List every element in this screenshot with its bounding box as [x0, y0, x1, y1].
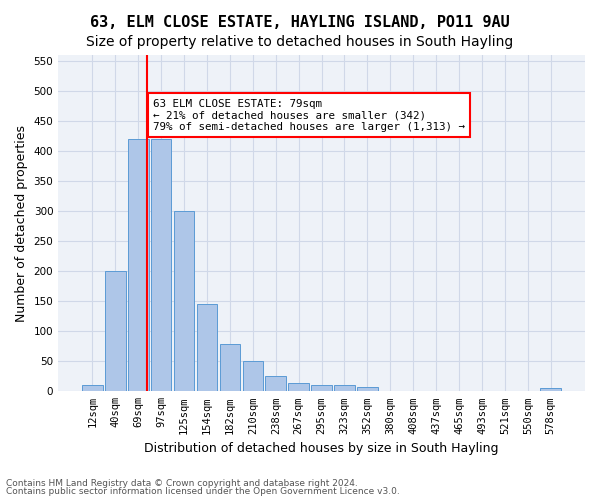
Text: Contains public sector information licensed under the Open Government Licence v3: Contains public sector information licen…: [6, 488, 400, 496]
Bar: [105, 271, 125, 392]
Bar: [265, 376, 286, 392]
Bar: [242, 362, 263, 392]
Bar: [289, 384, 309, 392]
Bar: [357, 387, 378, 392]
Bar: [151, 139, 172, 392]
Bar: [220, 344, 240, 392]
Bar: [197, 304, 217, 392]
Bar: [128, 139, 149, 392]
Text: Size of property relative to detached houses in South Hayling: Size of property relative to detached ho…: [86, 35, 514, 49]
Bar: [311, 384, 332, 392]
Text: Contains HM Land Registry data © Crown copyright and database right 2024.: Contains HM Land Registry data © Crown c…: [6, 478, 358, 488]
Bar: [82, 386, 103, 392]
X-axis label: Distribution of detached houses by size in South Hayling: Distribution of detached houses by size …: [145, 442, 499, 455]
Bar: [174, 211, 194, 392]
Text: 63 ELM CLOSE ESTATE: 79sqm
← 21% of detached houses are smaller (342)
79% of sem: 63 ELM CLOSE ESTATE: 79sqm ← 21% of deta…: [153, 98, 465, 132]
Bar: [334, 386, 355, 392]
Y-axis label: Number of detached properties: Number of detached properties: [15, 124, 28, 322]
Text: 63, ELM CLOSE ESTATE, HAYLING ISLAND, PO11 9AU: 63, ELM CLOSE ESTATE, HAYLING ISLAND, PO…: [90, 15, 510, 30]
Bar: [541, 388, 561, 392]
